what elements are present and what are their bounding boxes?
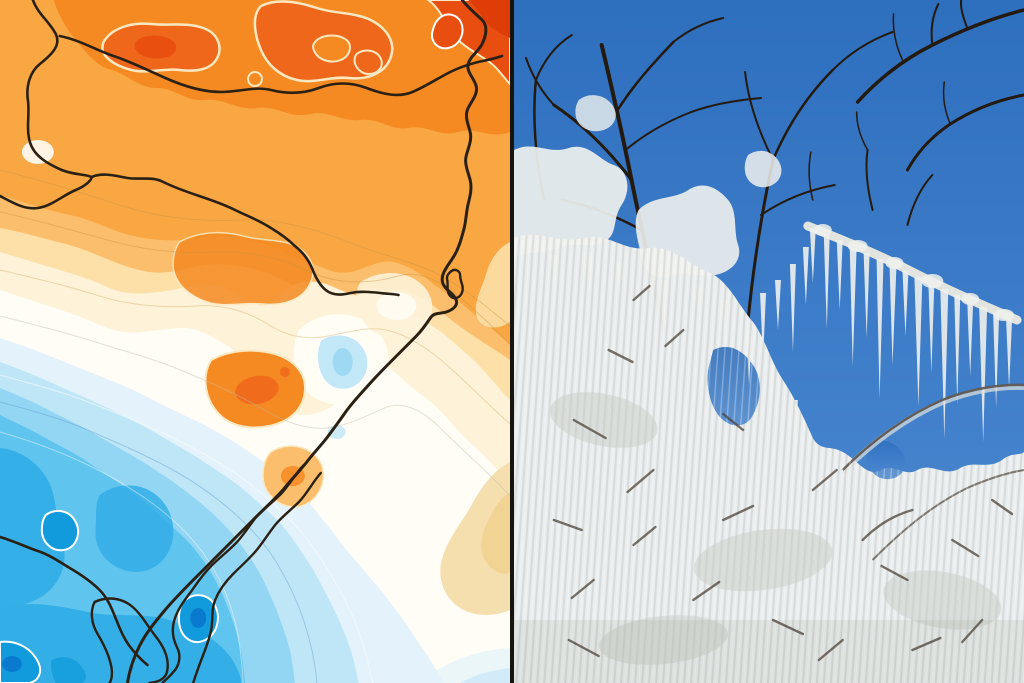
border-parana-sc <box>58 34 504 97</box>
border-sc-rs <box>0 173 400 297</box>
border-west <box>26 0 93 179</box>
lagoon-outlines <box>90 463 322 683</box>
florianopolis-island <box>445 268 464 300</box>
lagoa-mirim-west <box>90 600 114 683</box>
state-borders <box>0 0 504 667</box>
lagoa-mirim-east <box>93 597 169 683</box>
coastline <box>126 0 488 683</box>
frozen-twigs <box>552 284 1014 662</box>
frozen-tree-photo <box>514 0 1024 683</box>
temp-fill-cold <box>0 338 444 683</box>
lagoa-dos-patos-west <box>161 463 306 683</box>
temperature-map-svg <box>0 0 510 683</box>
contour-lines <box>0 169 510 683</box>
frozen-tree-svg <box>514 0 1024 683</box>
border-uruguay <box>0 535 149 667</box>
ice-texture <box>514 234 1024 683</box>
mid-map-details <box>21 140 510 683</box>
temperature-map-panel <box>0 0 510 683</box>
lagoa-dos-patos-east <box>192 471 322 683</box>
panel-divider <box>510 0 514 683</box>
